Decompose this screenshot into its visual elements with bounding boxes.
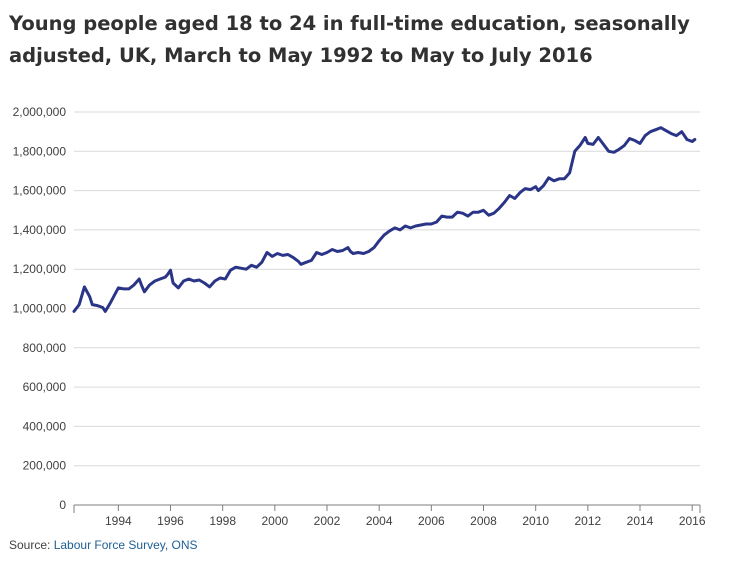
source-link[interactable]: Labour Force Survey, ONS [53,538,198,552]
y-tick-label: 1,800,000 [13,144,67,158]
series-layer [72,126,697,313]
x-tick-label: 2012 [574,514,601,528]
x-tick-label: 2010 [522,514,549,528]
y-tick-label: 600,000 [23,380,67,394]
gridlines [74,111,700,506]
y-tick-label: 400,000 [23,419,67,433]
series-line [72,126,697,313]
y-tick-label: 2,000,000 [13,105,67,119]
x-tick-label: 1996 [157,514,184,528]
y-tick-label: 1,400,000 [13,223,67,237]
x-tick-label: 2008 [470,514,497,528]
y-axis-ticks: 0 200,000 400,000 600,000 800,000 1,000,000 1,… [13,105,67,512]
x-tick-label: 1998 [209,514,236,528]
source-note: Source: Labour Force Survey, ONS [9,538,198,552]
x-tick-label: 2002 [314,514,341,528]
y-tick-label: 1,000,000 [13,302,67,316]
x-tick-label: 2016 [679,514,706,528]
y-tick-label: 1,600,000 [13,184,67,198]
y-tick-label: 1,200,000 [13,262,67,276]
x-axis-ticks: 1994 1996 1998 2000 2002 2004 2006 2008 2010 2012… [73,505,706,528]
y-tick-label: 200,000 [23,459,67,473]
y-tick-label: 800,000 [23,341,67,355]
chart-title: Young people aged 18 to 24 in full-time … [9,12,690,67]
x-tick-label: 1994 [105,514,132,528]
source-prefix: Source: [9,538,54,552]
y-tick-label: 0 [59,498,66,512]
x-tick-label: 2000 [261,514,288,528]
x-tick-label: 2006 [418,514,445,528]
x-tick-label: 2014 [627,514,654,528]
x-tick-label: 2004 [366,514,393,528]
